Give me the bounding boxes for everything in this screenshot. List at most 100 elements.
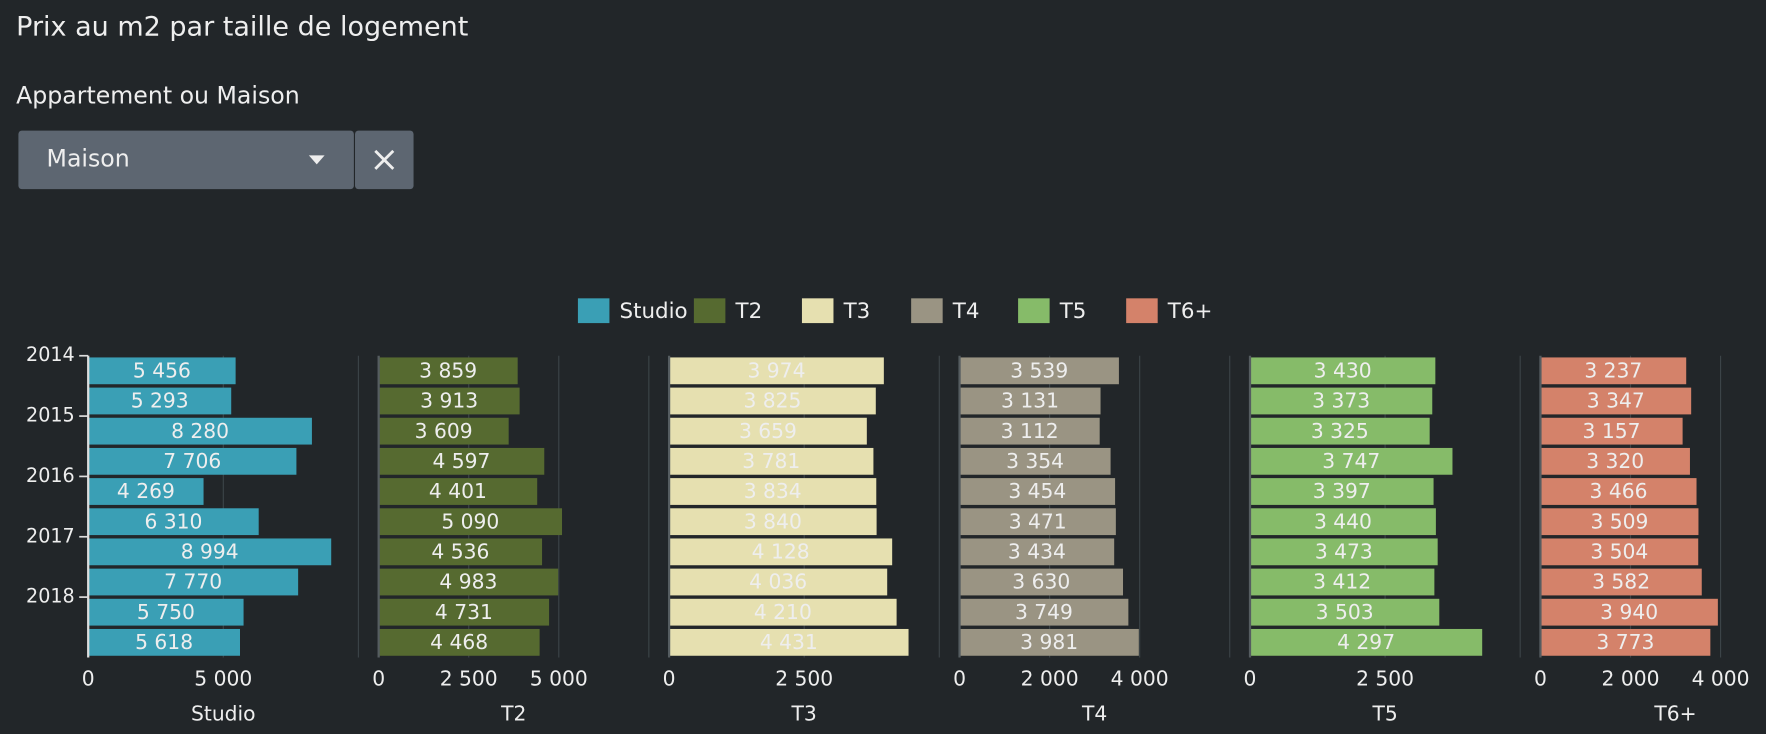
value-label: 4 401 — [429, 479, 487, 503]
bar — [669, 598, 897, 626]
value-label: 4 297 — [1337, 630, 1395, 654]
legend-label: T5 — [1059, 299, 1087, 324]
value-label: 3 471 — [1009, 509, 1067, 533]
value-label: 4 597 — [432, 449, 490, 473]
x-axis-title: T2 — [500, 701, 526, 725]
value-label: 3 412 — [1313, 570, 1371, 594]
x-tick-label: 2 500 — [1356, 666, 1414, 690]
bar — [1540, 447, 1690, 475]
bar — [88, 598, 244, 626]
value-label: 7 706 — [163, 449, 221, 473]
value-label: 4 036 — [749, 570, 807, 594]
value-label: 3 840 — [744, 509, 802, 533]
bar — [959, 447, 1111, 475]
legend-label: T4 — [952, 299, 980, 324]
clear-button[interactable] — [355, 130, 414, 190]
dropdown-box[interactable] — [18, 130, 354, 190]
value-label: 3 157 — [1583, 419, 1641, 443]
value-label: 3 454 — [1008, 479, 1066, 503]
bar — [1540, 508, 1699, 536]
bar — [1250, 598, 1440, 626]
bar — [1540, 598, 1718, 626]
bar — [378, 387, 520, 415]
value-label: 3 440 — [1314, 509, 1372, 533]
bar — [88, 628, 240, 656]
value-label: 8 280 — [171, 419, 229, 443]
value-label: 3 430 — [1314, 358, 1372, 382]
x-axis-title: Studio — [191, 701, 256, 725]
value-label: 3 859 — [419, 358, 477, 382]
value-label: 5 090 — [441, 509, 499, 533]
x-tick-label: 2 500 — [440, 666, 498, 690]
bar — [669, 447, 874, 475]
value-label: 3 825 — [743, 389, 801, 413]
value-label: 3 112 — [1001, 419, 1059, 443]
x-axis-title: T6+ — [1653, 701, 1696, 725]
x-tick-label: 5 000 — [530, 666, 588, 690]
bar — [88, 447, 297, 475]
bar — [959, 357, 1119, 385]
bar — [1540, 538, 1699, 566]
value-label: 3 913 — [420, 389, 478, 413]
x-tick-label: 0 — [1534, 666, 1547, 690]
bar — [1250, 628, 1483, 656]
value-label: 5 293 — [131, 389, 189, 413]
legend-swatch — [1018, 298, 1050, 324]
bar — [88, 417, 312, 445]
bar — [378, 508, 563, 536]
dropdown[interactable]: Maison — [18, 130, 354, 190]
bar — [1250, 357, 1436, 385]
x-tick-label: 2 000 — [1021, 666, 1079, 690]
value-label: 3 434 — [1008, 539, 1066, 563]
legend-label: Studio — [620, 299, 688, 324]
y-tick-label: 2018 — [26, 585, 75, 608]
value-label: 3 609 — [415, 419, 473, 443]
charts: Studio T2 T3 T4 T5 T6+ 0 5 000 5 456 5 293 8 280 7 … — [26, 298, 1750, 725]
clear-icon[interactable] — [374, 149, 395, 170]
bar — [959, 417, 1100, 445]
page-title: Prix au m2 par taille de logement — [16, 12, 468, 43]
value-label: 4 269 — [117, 479, 175, 503]
bar — [1250, 447, 1453, 475]
x-tick-label: 5 000 — [194, 666, 252, 690]
bar — [1250, 508, 1436, 536]
value-label: 3 834 — [744, 479, 802, 503]
bar — [88, 568, 299, 596]
bar — [378, 538, 543, 566]
bar — [1540, 387, 1692, 415]
value-label: 3 466 — [1589, 479, 1647, 503]
value-label: 4 983 — [439, 570, 497, 594]
x-axis-title: T3 — [791, 701, 817, 725]
x-axis-title: T5 — [1371, 701, 1397, 725]
bar — [378, 447, 545, 475]
bar — [959, 598, 1129, 626]
bar — [88, 508, 259, 536]
value-label: 3 503 — [1316, 600, 1374, 624]
value-label: 3 773 — [1596, 630, 1654, 654]
legend-label: T3 — [843, 299, 871, 324]
value-label: 4 128 — [752, 539, 810, 563]
y-tick-label: 2014 — [26, 343, 75, 366]
bar — [669, 478, 877, 505]
x-tick-label: 0 — [953, 666, 966, 690]
dropdown-caret[interactable] — [308, 155, 325, 165]
value-label: 4 210 — [754, 600, 812, 624]
bar — [1250, 387, 1433, 415]
bar — [959, 387, 1101, 415]
bar — [1250, 568, 1435, 596]
x-tick-label: 2 500 — [775, 666, 833, 690]
bar — [88, 478, 204, 505]
value-label: 3 325 — [1311, 419, 1369, 443]
bar — [378, 357, 518, 385]
bar — [669, 417, 867, 445]
y-tick-label: 2016 — [26, 464, 75, 487]
legend-swatch — [911, 298, 943, 324]
value-label: 3 974 — [747, 358, 805, 382]
bar — [378, 478, 538, 505]
bar — [669, 628, 909, 656]
dropdown-value[interactable]: Maison — [47, 144, 130, 172]
y-tick-label: 2017 — [26, 524, 75, 547]
value-label: 5 750 — [137, 600, 195, 624]
value-label: 4 536 — [431, 539, 489, 563]
